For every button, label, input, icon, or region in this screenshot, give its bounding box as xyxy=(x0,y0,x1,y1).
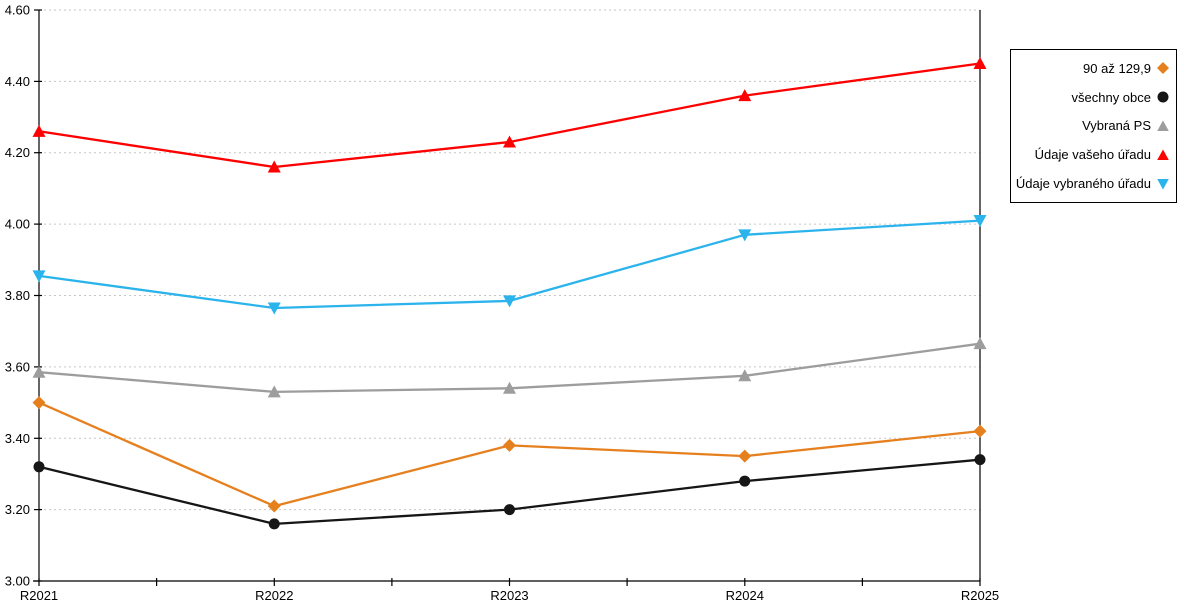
triangle-up-marker-icon xyxy=(1157,149,1169,160)
data-point-marker xyxy=(268,518,280,530)
data-point-marker xyxy=(267,160,281,173)
data-point-marker xyxy=(503,295,516,308)
y-tick-label: 4.00 xyxy=(5,217,30,232)
y-tick-label: 3.20 xyxy=(5,502,30,517)
data-point-marker xyxy=(973,57,987,70)
series-line xyxy=(37,219,982,310)
data-point-marker xyxy=(738,229,752,242)
data-point-marker xyxy=(973,215,987,228)
legend-item-label: všechny obce xyxy=(1071,89,1152,105)
x-tick-label: R2022 xyxy=(255,588,293,600)
data-point-marker xyxy=(738,449,752,463)
legend-item-label: Údaje vašeho úřadu xyxy=(1034,147,1151,163)
legend-item-label: 90 až 129,9 xyxy=(1083,60,1151,76)
x-tick-label: R2024 xyxy=(726,588,764,600)
y-tick-label: 3.40 xyxy=(5,431,30,446)
diamond-marker-icon xyxy=(1157,62,1169,75)
y-tick-label: 3.00 xyxy=(5,574,30,589)
data-point-marker xyxy=(33,461,45,473)
data-point-marker xyxy=(32,124,46,137)
legend-item-4: Údaje vybraného úřadu xyxy=(1011,171,1176,197)
y-tick-label: 4.40 xyxy=(5,74,30,89)
circle-marker-icon xyxy=(1157,91,1169,103)
data-point-marker xyxy=(738,369,752,382)
triangle-down-marker-icon xyxy=(1157,178,1169,190)
x-tick-label: R2025 xyxy=(961,588,999,600)
triangle-up-marker-icon xyxy=(1157,120,1169,131)
data-point-marker xyxy=(503,381,516,394)
legend-item-label: Údaje vybraného úřadu xyxy=(1015,176,1151,192)
data-point-marker xyxy=(267,499,281,513)
x-tick-label: R2021 xyxy=(20,588,58,600)
y-tick-label: 4.20 xyxy=(5,145,30,160)
data-point-marker xyxy=(974,454,986,466)
legend-item-3: Údaje vašeho úřadu xyxy=(1011,142,1176,168)
series-line xyxy=(37,401,982,508)
data-point-marker xyxy=(504,504,515,516)
x-tick-label: R2023 xyxy=(490,588,528,600)
series-line xyxy=(37,62,982,169)
data-point-marker xyxy=(739,475,751,487)
data-point-marker xyxy=(32,270,46,283)
chart-legend: 90 až 129,9 všechny obce Vybraná PS Údaje v… xyxy=(1010,49,1177,203)
data-point-marker xyxy=(267,385,281,398)
data-point-marker xyxy=(267,302,281,315)
y-tick-label: 3.60 xyxy=(5,359,30,374)
y-tick-label: 4.60 xyxy=(5,3,30,18)
data-point-marker xyxy=(32,396,46,410)
legend-item-2: Vybraná PS xyxy=(1011,113,1176,139)
data-point-marker xyxy=(738,89,752,102)
y-tick-label: 3.80 xyxy=(5,288,30,303)
data-point-marker xyxy=(32,365,46,378)
legend-item-1: všechny obce xyxy=(1011,84,1176,110)
data-point-marker xyxy=(503,438,516,452)
data-point-marker xyxy=(973,337,987,350)
legend-item-0: 90 až 129,9 xyxy=(1011,55,1176,81)
data-point-marker xyxy=(503,135,516,148)
data-point-marker xyxy=(973,424,987,438)
legend-item-label: Vybraná PS xyxy=(1082,118,1151,134)
